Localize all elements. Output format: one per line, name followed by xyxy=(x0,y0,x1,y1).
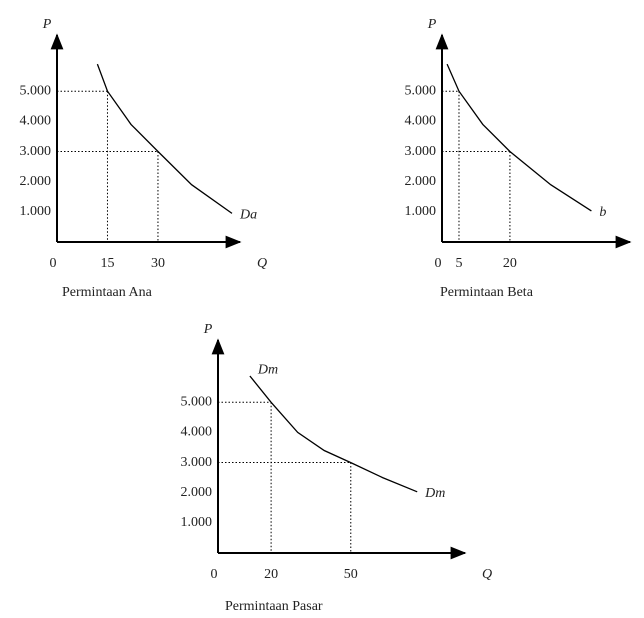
y-tick-label: 5.000 xyxy=(20,83,52,98)
y-tick-label: 3.000 xyxy=(405,144,437,159)
x-tick-label: 20 xyxy=(503,256,517,271)
y-tick-label: 2.000 xyxy=(181,485,213,500)
y-axis-label: P xyxy=(427,17,437,32)
caption: Permintaan Beta xyxy=(440,285,534,300)
x-tick-label: 0 xyxy=(50,256,57,271)
x-axis-label: Q xyxy=(482,567,492,582)
y-tick-label: 1.000 xyxy=(181,515,213,530)
y-tick-label: 4.000 xyxy=(181,425,213,440)
x-tick-label: 0 xyxy=(435,256,442,271)
y-tick-label: 3.000 xyxy=(20,144,52,159)
demand-curve xyxy=(446,63,592,212)
y-axis-label: P xyxy=(203,322,213,337)
x-tick-label: 0 xyxy=(211,567,218,582)
curve-label: Dm xyxy=(257,362,278,377)
y-tick-label: 4.000 xyxy=(20,114,52,129)
y-tick-label: 1.000 xyxy=(20,204,52,219)
y-tick-label: 5.000 xyxy=(405,83,437,98)
y-tick-label: 2.000 xyxy=(20,174,52,189)
x-tick-label: 15 xyxy=(100,256,114,271)
caption: Permintaan Pasar xyxy=(225,599,323,614)
y-axis-label: P xyxy=(42,17,52,32)
y-tick-label: 2.000 xyxy=(405,174,437,189)
x-tick-label: 20 xyxy=(264,567,278,582)
demand-curve xyxy=(249,375,418,493)
caption: Permintaan Ana xyxy=(62,285,153,300)
curve-label: b xyxy=(599,205,606,220)
y-tick-label: 1.000 xyxy=(405,204,437,219)
x-tick-label: 50 xyxy=(344,567,358,582)
x-tick-label: 5 xyxy=(455,256,462,271)
y-tick-label: 4.000 xyxy=(405,114,437,129)
y-tick-label: 3.000 xyxy=(181,455,213,470)
x-axis-label: Q xyxy=(257,256,267,271)
y-tick-label: 5.000 xyxy=(181,394,213,409)
demand-curve xyxy=(96,63,233,214)
curve-label: Da xyxy=(239,208,257,223)
curve-label: Dm xyxy=(424,486,445,501)
x-tick-label: 30 xyxy=(151,256,165,271)
